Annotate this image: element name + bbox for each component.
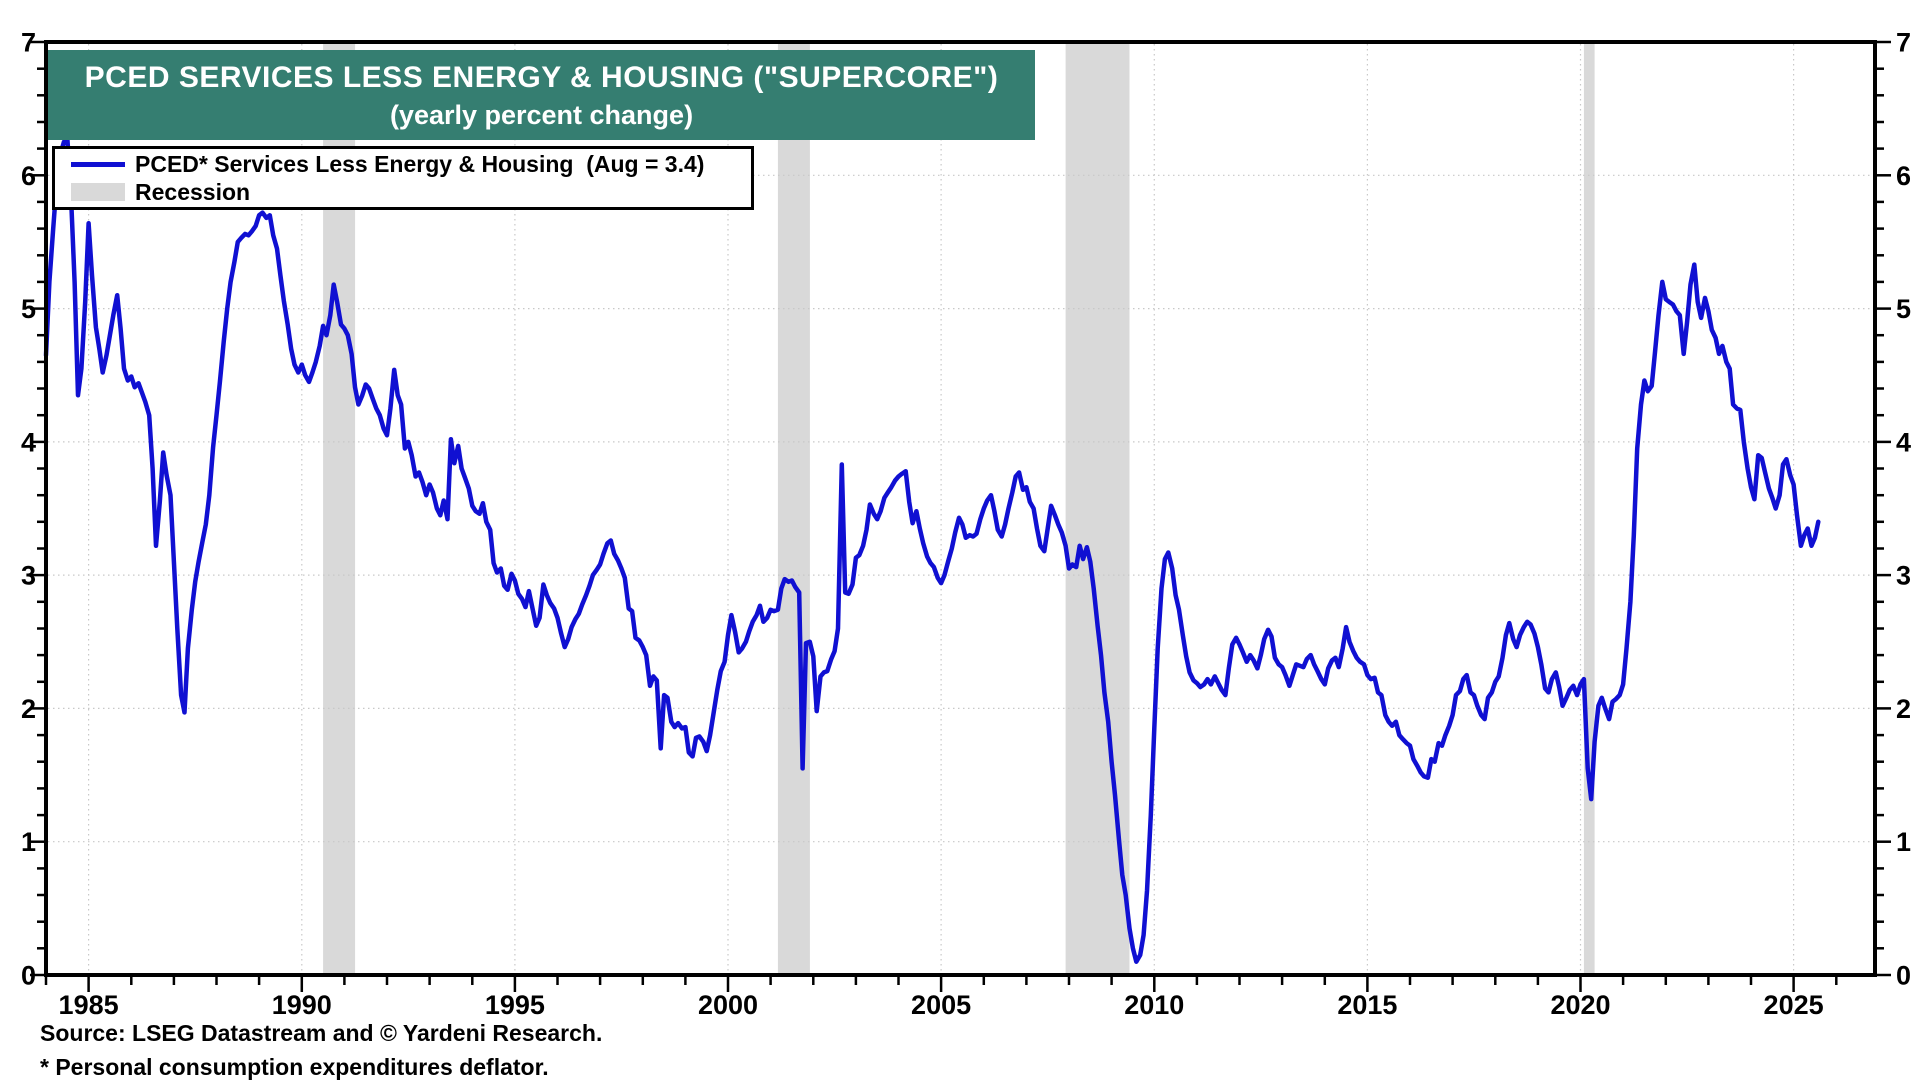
recession-band xyxy=(1583,44,1595,973)
pced-series-line xyxy=(43,135,1821,964)
x-axis-label: 1995 xyxy=(485,990,545,1020)
x-axis-label: 1985 xyxy=(59,990,119,1020)
gridlines xyxy=(48,44,1873,973)
y-axis-label-left: 2 xyxy=(21,694,36,724)
legend-series-label: PCED* Services Less Energy & Housing (Au… xyxy=(135,150,705,177)
y-axis-label-right: 3 xyxy=(1896,561,1911,591)
y-axis-label-left: 6 xyxy=(21,161,36,191)
axis-labels: 0 0 1 1 2 2 3 3 4 4 5 5 6 6 7 7 1985 1990 1995 2000 2005 2010… xyxy=(21,28,1911,1021)
y-axis-label-right: 0 xyxy=(1896,961,1911,991)
legend-recession-label: Recession xyxy=(135,178,251,205)
y-axis-label-right: 2 xyxy=(1896,694,1911,724)
footnote: * Personal consumption expenditures defl… xyxy=(40,1054,549,1080)
y-axis-label-right: 1 xyxy=(1896,827,1911,857)
legend-recession-row: Recession xyxy=(71,179,751,205)
y-axis-label-left: 0 xyxy=(21,961,36,991)
y-axis-label-right: 4 xyxy=(1896,427,1911,457)
x-axis-label: 1990 xyxy=(272,990,332,1020)
y-axis-label-right: 5 xyxy=(1896,294,1911,324)
axis-ticks xyxy=(30,40,1891,992)
y-axis-label-left: 5 xyxy=(21,294,36,324)
legend-series-row: PCED* Services Less Energy & Housing (Au… xyxy=(71,151,751,177)
y-axis-label-left: 7 xyxy=(21,28,36,58)
x-axis-label: 2025 xyxy=(1764,990,1824,1020)
x-axis-label: 2010 xyxy=(1124,990,1184,1020)
y-axis-label-left: 1 xyxy=(21,827,36,857)
source-note: Source: LSEG Datastream and © Yardeni Re… xyxy=(40,1020,603,1046)
plot-frame xyxy=(44,40,1877,977)
chart-title-box: PCED SERVICES LESS ENERGY & HOUSING ("SU… xyxy=(48,50,1035,140)
x-axis-label: 2015 xyxy=(1337,990,1397,1020)
y-axis-label-left: 4 xyxy=(21,427,36,457)
y-axis-label-left: 3 xyxy=(21,561,36,591)
x-axis-label: 2020 xyxy=(1550,990,1610,1020)
recession-swatch-icon xyxy=(71,183,125,201)
chart-subtitle: (yearly percent change) xyxy=(389,100,694,130)
legend: PCED* Services Less Energy & Housing (Au… xyxy=(52,146,754,210)
series-line-swatch-icon xyxy=(71,161,125,167)
y-axis-label-right: 6 xyxy=(1896,161,1911,191)
y-axis-label-right: 7 xyxy=(1896,28,1911,58)
x-axis-label: 2000 xyxy=(698,990,758,1020)
recession-band xyxy=(777,44,810,973)
chart-title: PCED SERVICES LESS ENERGY & HOUSING ("SU… xyxy=(84,61,999,94)
x-axis-label: 2005 xyxy=(911,990,971,1020)
